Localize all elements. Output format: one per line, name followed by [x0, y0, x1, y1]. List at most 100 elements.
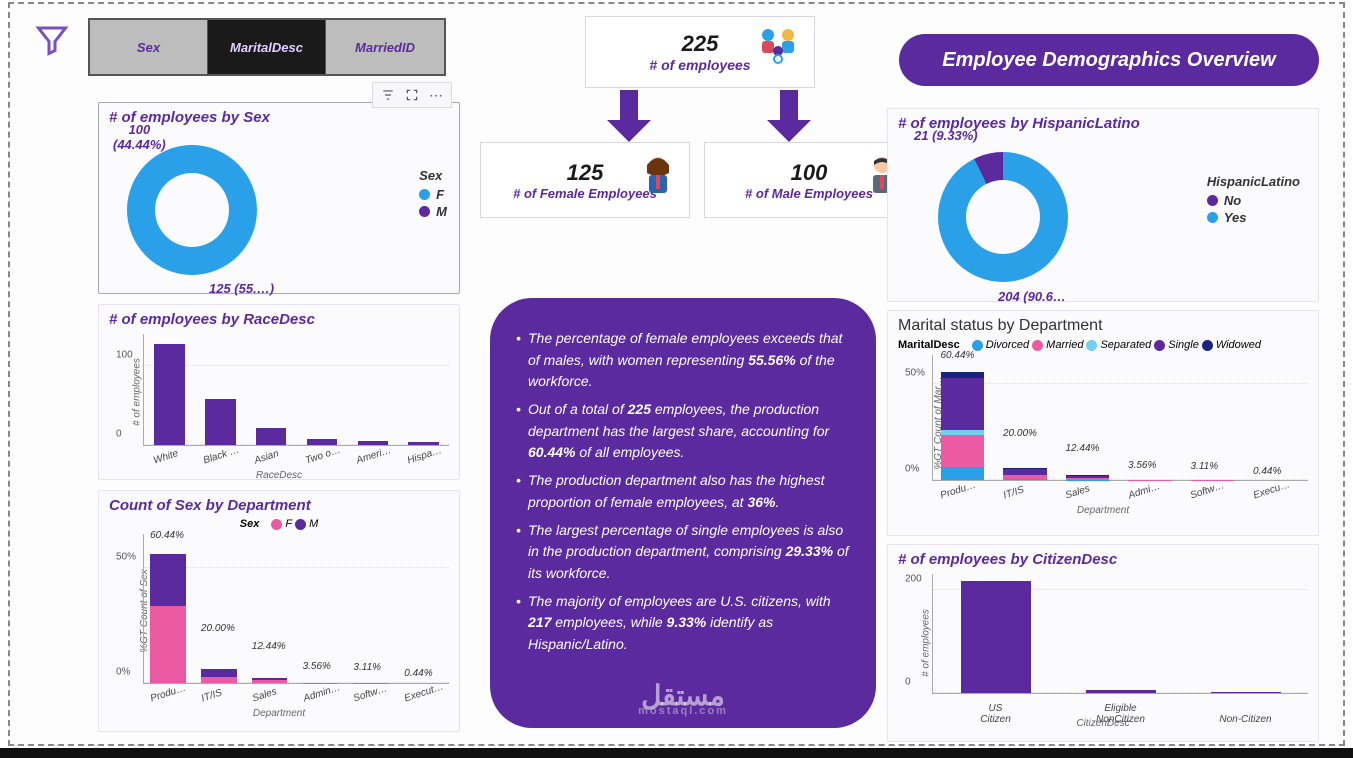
chart-marital-by-department[interactable]: Marital status by Department MaritalDesc…	[887, 310, 1319, 536]
insights-panel: The percentage of female employees excee…	[490, 298, 876, 728]
kpi-total-employees: 225 # of employees	[585, 16, 815, 88]
y-axis-label: # of employees	[920, 609, 931, 677]
insights-list: The percentage of female employees excee…	[516, 328, 850, 656]
legend-item: No	[1207, 193, 1300, 208]
focus-mode-icon[interactable]	[401, 85, 423, 105]
stacked-bar	[201, 637, 237, 683]
legend-item: F	[271, 518, 292, 530]
slicer-tab-sex[interactable]: Sex	[90, 20, 208, 74]
dashboard-title: Employee Demographics Overview	[942, 49, 1275, 72]
bottom-bar	[0, 748, 1353, 758]
arrow-stem	[780, 90, 798, 120]
bar	[1211, 692, 1281, 693]
stacked-bar	[1128, 473, 1172, 480]
dashboard-canvas: SexMaritalDescMarriedID ⋯ 225 # of emplo…	[8, 2, 1345, 746]
legend-title: HispanicLatino	[1207, 174, 1300, 189]
stacked-bar	[1003, 442, 1047, 480]
chart-title: # of employees by RaceDesc	[99, 305, 459, 330]
title-banner: Employee Demographics Overview	[899, 34, 1319, 86]
kpi-female-value: 125	[567, 160, 604, 186]
watermark: مستقل mostaql.com	[638, 685, 728, 716]
legend-title: Sex	[240, 518, 260, 530]
watermark-main: مستقل	[638, 685, 728, 707]
bar	[358, 441, 389, 445]
stacked-bar	[1066, 456, 1110, 480]
chart-title: # of employees by CitizenDesc	[888, 545, 1318, 570]
stacked-bar	[303, 675, 339, 683]
more-options-icon[interactable]: ⋯	[425, 85, 447, 105]
legend-item: Single	[1154, 339, 1199, 351]
chart-employees-by-sex[interactable]: # of employees by Sex 100(44.44%) 125 (5…	[98, 102, 460, 294]
watermark-sub: mostaql.com	[638, 707, 728, 716]
legend-item: Married	[1032, 339, 1083, 351]
x-axis-label: Department	[888, 505, 1318, 516]
donut-label-no: 204 (90.6…	[998, 289, 1066, 304]
insight-bullet: The percentage of female employees excee…	[516, 328, 850, 393]
x-axis-label: RaceDesc	[99, 470, 459, 481]
stacked-bar	[1253, 479, 1297, 480]
x-axis-label: Department	[99, 708, 459, 719]
kpi-female-label: # of Female Employees	[513, 186, 657, 201]
bar	[205, 399, 236, 445]
chart-title: Marital status by Department	[888, 311, 1318, 337]
kpi-male-value: 100	[791, 160, 828, 186]
insight-bullet: The largest percentage of single employe…	[516, 520, 850, 585]
legend-item: M	[295, 518, 318, 530]
female-person-icon	[641, 155, 675, 200]
bar	[154, 344, 185, 445]
stacked-bar	[941, 364, 985, 480]
slicer-tab-marriedid[interactable]: MarriedID	[326, 20, 444, 74]
filter-icon[interactable]	[34, 22, 70, 58]
chart-legend: Sex F M	[99, 518, 459, 530]
stacked-bar	[150, 544, 186, 683]
bar	[256, 428, 287, 445]
chart-plot-area: 0%50%60.44%Produ…20.00%IT/IS12.44%Sales3…	[143, 534, 449, 684]
chart-plot-area: 0%50%60.44%Produ…20.00%IT/IS12.44%Sales3…	[932, 355, 1308, 481]
visual-toolbar: ⋯	[372, 82, 452, 108]
stacked-bar	[1191, 474, 1235, 480]
donut-label-m: 100(44.44%)	[113, 122, 166, 152]
chart-count-sex-by-department[interactable]: Count of Sex by Department Sex F M %GT C…	[98, 490, 460, 732]
legend-title: MaritalDesc	[898, 339, 960, 351]
slicer-tab-maritaldesc[interactable]: MaritalDesc	[208, 20, 326, 74]
bar	[307, 439, 338, 445]
insight-bullet: The majority of employees are U.S. citiz…	[516, 591, 850, 656]
legend-item: M	[419, 204, 447, 219]
stacked-bar	[353, 676, 389, 683]
legend-item: Yes	[1207, 210, 1300, 225]
kpi-male-employees: 100 # of Male Employees	[704, 142, 914, 218]
chart-plot-area: 0100WhiteBlack …AsianTwo o…Ameri…Hispa…	[143, 334, 449, 446]
kpi-total-value: 225	[682, 31, 719, 57]
y-axis-label: # of employees	[131, 358, 142, 426]
chart-title: Count of Sex by Department	[99, 491, 459, 516]
donut-label-yes: 21 (9.33%)	[914, 128, 978, 143]
donut-label-f: 125 (55.…)	[209, 281, 274, 296]
bar	[961, 581, 1031, 693]
insight-bullet: The production department also has the h…	[516, 470, 850, 513]
legend-title: Sex	[419, 168, 447, 183]
chart-employees-by-citizen[interactable]: # of employees by CitizenDesc # of emplo…	[887, 544, 1319, 742]
kpi-female-employees: 125 # of Female Employees	[480, 142, 690, 218]
people-icon	[754, 25, 802, 70]
chart-legend: MaritalDesc Divorced Married Separated S…	[888, 339, 1318, 351]
legend-item: Divorced	[972, 339, 1029, 351]
chart-employees-by-hispaniclatino[interactable]: # of employees by HispanicLatino 21 (9.3…	[887, 108, 1319, 302]
chart-legend: Sex FM	[419, 168, 447, 221]
bar	[1086, 690, 1156, 693]
chart-employees-by-race[interactable]: # of employees by RaceDesc # of employee…	[98, 304, 460, 480]
legend-item: Widowed	[1202, 339, 1261, 351]
arrow-head-icon	[607, 120, 651, 142]
kpi-male-label: # of Male Employees	[745, 186, 873, 201]
legend-item: Separated	[1086, 339, 1151, 351]
slicer-tabs: SexMaritalDescMarriedID	[88, 18, 446, 76]
donut-chart	[127, 145, 257, 275]
legend-item: F	[419, 187, 447, 202]
donut-chart	[938, 152, 1068, 282]
bar	[408, 442, 439, 445]
chart-plot-area: 0200USCitizenEligibleNonCitizenNon-Citiz…	[932, 574, 1308, 694]
filter-visual-icon[interactable]	[377, 85, 399, 105]
stacked-bar	[252, 654, 288, 683]
chart-legend: HispanicLatino No Yes	[1207, 174, 1300, 227]
arrow-stem	[620, 90, 638, 120]
kpi-total-label: # of employees	[649, 57, 750, 73]
